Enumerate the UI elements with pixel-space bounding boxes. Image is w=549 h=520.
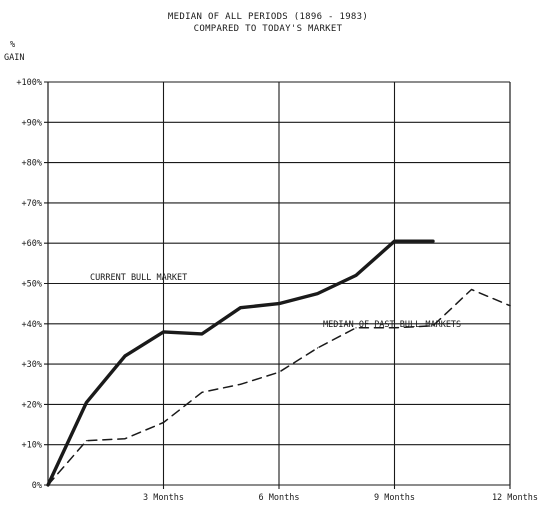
x-tick-label: 6 Months [259,493,300,503]
y-tick-label: +60% [22,239,42,249]
y-tick-label: +80% [22,159,42,169]
data-point [316,292,319,295]
data-point [124,438,126,440]
data-point [124,355,126,357]
y-tick-label: +100% [16,78,42,88]
x-tick-labels: 3 Months 6 Months 9 Months 12 Months [143,493,538,503]
data-point [239,307,242,309]
y-tick-label: +10% [22,441,42,451]
data-point [432,240,434,242]
x-tick-label: 9 Months [374,493,415,503]
data-point [355,274,357,277]
y-tick-label: +90% [22,118,42,128]
data-point [162,331,165,333]
data-point [509,305,511,307]
data-point [201,333,203,335]
data-point [85,401,88,403]
annotation-current-bull-market: CURRENT BULL MARKET [90,273,187,283]
data-point [85,440,88,442]
data-point [470,288,473,291]
y-tick-label: +70% [22,199,42,209]
data-point [316,347,319,349]
data-point [355,327,357,329]
y-tick-label: +30% [22,360,42,370]
y-tick-label: 0% [32,481,42,491]
data-point [239,383,242,385]
chart-subtitle: COMPARED TO TODAY'S MARKET [194,24,343,34]
data-point [278,303,280,305]
chart-title: MEDIAN OF ALL PERIODS (1896 - 1983) [168,12,368,22]
grid-lines [44,81,511,489]
data-point [393,240,396,242]
data-point [47,484,49,486]
y-tick-label: +20% [22,400,42,410]
x-tick-label: 12 Months [492,493,538,503]
series-lines [46,239,511,487]
y-tick-label: +40% [22,320,42,330]
data-point [393,327,396,329]
data-point [278,371,280,373]
y-axis-label-text: GAIN [4,53,24,63]
y-tick-label: +50% [22,280,42,290]
x-tick-label: 3 Months [143,493,184,503]
y-tick-labels: 0% +10% +20% +30% +40% +50% +60% +70% +80% +90% +1… [16,78,42,491]
data-point [432,325,434,327]
data-point [162,421,165,424]
y-axis-label-symbol: % [10,40,15,50]
annotation-median-past-bull-markets: MEDIAN OF PAST BULL MARKETS [323,320,461,330]
data-point [201,391,203,393]
